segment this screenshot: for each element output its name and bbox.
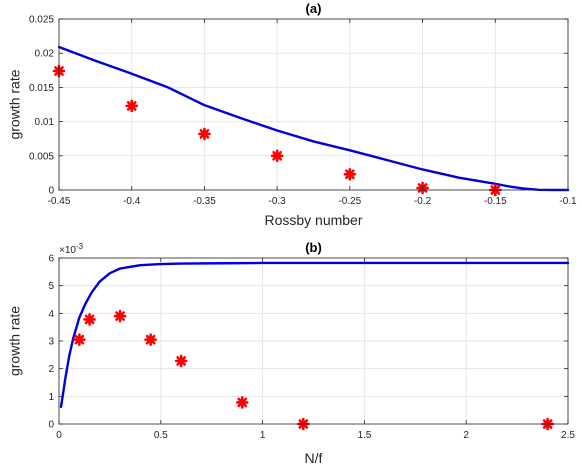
x-tick-label: -0.4: [123, 196, 141, 207]
chart-title-b: (b): [305, 240, 322, 255]
x-tick-label: 0: [56, 430, 62, 441]
y-tick-label: 3: [48, 337, 54, 348]
x-tick-label: 1: [260, 430, 266, 441]
y-tick-label: 1: [48, 392, 54, 403]
data-point-marker: [270, 149, 284, 163]
x-tick-label: 0.5: [154, 430, 168, 441]
x-tick-label: -0.35: [193, 196, 216, 207]
panel-a: -0.45 -0.4 -0.35 -0.3 -0.25 -0.2 -0.15 -0.1 0 0.0…: [7, 1, 577, 228]
y-axis-label-b: growth rate: [7, 306, 23, 376]
axes-frame-a: [58, 18, 569, 191]
data-point-marker: [113, 309, 127, 323]
x-tick-label: -0.25: [338, 196, 361, 207]
x-tick-label: -0.45: [48, 196, 71, 207]
ticks-a: -0.45 -0.4 -0.35 -0.3 -0.25 -0.2 -0.15 -0.1 0 0.0…: [29, 15, 577, 208]
model-curve-line: [59, 261, 570, 409]
data-point-marker: [174, 354, 188, 368]
plot-area-a: [59, 19, 568, 190]
x-tick-label: 2: [463, 430, 469, 441]
x-tick-label: -0.1: [559, 196, 577, 207]
y-tick-label: 0.025: [29, 15, 54, 26]
y-axis-exponent-b: ×10-3: [59, 242, 84, 256]
data-point-marker: [83, 313, 96, 326]
y-tick-label: 0.015: [29, 83, 54, 94]
y-tick-label: 0.02: [35, 49, 55, 60]
ticks-b: 0 0.5 1 1.5 2 2.5 0 1 2 3 4 5 6: [48, 254, 575, 442]
data-point-marker: [198, 127, 211, 141]
x-tick-label: 1.5: [357, 430, 371, 441]
y-tick-label: 0.005: [29, 151, 54, 162]
y-tick-label: 4: [48, 309, 54, 320]
x-axis-label-a: Rossby number: [264, 212, 362, 228]
model-curve-line: [57, 45, 570, 192]
chart-title-a: (a): [306, 1, 322, 16]
y-tick-label: 0.01: [35, 117, 55, 128]
exponent-power: -3: [76, 242, 84, 251]
data-point-marker: [235, 396, 249, 409]
y-tick-label: 0: [48, 420, 54, 431]
x-tick-label: 2.5: [561, 430, 575, 441]
y-tick-label: 2: [48, 364, 54, 375]
exponent-base: ×10: [59, 245, 76, 256]
y-tick-label: 0: [48, 186, 54, 197]
y-axis-label-a: growth rate: [7, 69, 23, 139]
x-tick-label: -0.2: [414, 196, 432, 207]
x-tick-label: -0.3: [269, 196, 287, 207]
y-tick-label: 6: [48, 254, 54, 265]
y-tick-label: 5: [48, 281, 54, 292]
x-tick-label: -0.15: [484, 196, 507, 207]
data-point-marker: [343, 167, 357, 181]
data-point-marker: [125, 99, 139, 113]
x-axis-label-b: N/f: [305, 450, 323, 466]
data-point-marker: [73, 333, 86, 346]
data-point-marker: [144, 333, 157, 346]
